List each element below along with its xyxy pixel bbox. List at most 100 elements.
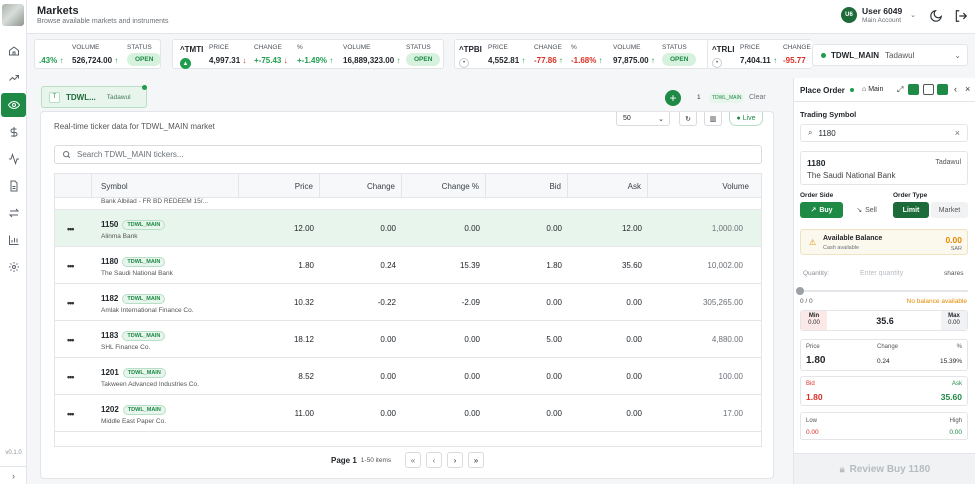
order-side-label: Order Side bbox=[800, 192, 834, 199]
table-row[interactable]: Bank Albilad - FR BD REDEEM 15/... bbox=[55, 198, 761, 210]
column-header[interactable]: Bid bbox=[486, 174, 568, 198]
column-header[interactable]: Price bbox=[239, 174, 320, 198]
low-value: 0.00 bbox=[806, 429, 819, 436]
market-chip[interactable]: T TDWL... Tadawul bbox=[41, 86, 147, 108]
activity-icon[interactable] bbox=[0, 147, 27, 171]
user-menu[interactable]: U6 User 6049 Main Account ⌄ bbox=[841, 6, 916, 24]
transfer-icon[interactable] bbox=[0, 201, 27, 225]
quantity-input[interactable]: Enter quantity bbox=[860, 270, 904, 277]
table-row[interactable]: ••• 1180 TDWL_MAIN The Saudi National Bank 1… bbox=[55, 247, 761, 284]
ticker-label: VOLUME bbox=[343, 44, 371, 51]
layout-float-icon[interactable] bbox=[937, 84, 948, 95]
row-bid: 0.00 bbox=[546, 224, 562, 233]
watchlist-bar: T TDWL... Tadawul + 1 TDWL_MAIN Clear bbox=[27, 83, 793, 111]
moon-icon[interactable] bbox=[929, 9, 943, 23]
column-header[interactable]: Volume bbox=[722, 181, 749, 191]
ticker-label: % bbox=[297, 44, 303, 51]
last-page-button[interactable]: » bbox=[468, 452, 484, 468]
app-logo[interactable] bbox=[2, 4, 24, 26]
ticker-card[interactable]: ^TRLI • PRICE 7,404.11 ↑ CHANGE -95.77 bbox=[707, 39, 812, 69]
market-selector[interactable]: TDWL_MAIN Tadawul ⌄ bbox=[812, 44, 968, 66]
selection-tag: TDWL_MAIN bbox=[709, 93, 745, 103]
no-balance-warning: No balance available bbox=[906, 298, 967, 305]
table-row[interactable]: ••• 1183 TDWL_MAIN SHL Finance Co. 18.12 0.00… bbox=[55, 321, 761, 358]
market-tag: TDWL_MAIN bbox=[122, 257, 166, 267]
review-order-button[interactable]: 🔒︎ Review Buy 1180 bbox=[794, 453, 975, 484]
columns-icon[interactable]: ▥ bbox=[704, 112, 722, 126]
column-header[interactable]: Ask bbox=[568, 174, 648, 198]
market-tag: TDWL_MAIN bbox=[122, 294, 166, 304]
buy-button[interactable]: ↗ Buy bbox=[800, 202, 843, 218]
ticker-pct: .43% bbox=[39, 56, 58, 65]
symbol-search[interactable]: ⌕ 1180 × bbox=[800, 124, 968, 142]
expand-icon[interactable]: ⤢ bbox=[897, 85, 904, 94]
max-label: Max bbox=[948, 313, 960, 319]
refresh-icon[interactable]: ↻ bbox=[679, 112, 697, 126]
add-button[interactable]: + bbox=[665, 90, 681, 106]
table-row[interactable]: ••• 1201 TDWL_MAIN Takween Advanced Industr… bbox=[55, 358, 761, 395]
symbol-search-input[interactable]: 1180 bbox=[818, 128, 836, 138]
row-volume: 100.00 bbox=[718, 372, 743, 381]
limit-button[interactable]: Limit bbox=[893, 202, 929, 218]
ticker-search[interactable]: Search TDWL_MAIN tickers... bbox=[54, 145, 762, 164]
ticker-card[interactable]: ^TMTI ▲ PRICE 4,997.31 ↓ CHANGE +-75.43 ↓ %… bbox=[172, 39, 444, 69]
order-header: Place Order ⌂ Main ⤢ ‹ × bbox=[794, 78, 975, 102]
prev-page-button[interactable]: ‹ bbox=[426, 452, 442, 468]
search-input[interactable]: Search TDWL_MAIN tickers... bbox=[77, 150, 184, 159]
table-row[interactable]: ••• 1150 TDWL_MAIN Alinma Bank 12.00 0.00 0.00… bbox=[55, 210, 761, 247]
chevron-left-icon[interactable]: ‹ bbox=[954, 84, 957, 94]
table-row[interactable]: ••• 1202 TDWL_MAIN Middle East Paper Co. 11.… bbox=[55, 395, 761, 432]
clear-icon[interactable]: × bbox=[954, 128, 960, 138]
bar-chart-icon[interactable] bbox=[0, 228, 27, 252]
ticker-card[interactable]: ^TPBI • PRICE 4,552.81 ↑ CHANGE -77.86 ↑ % -… bbox=[454, 39, 722, 69]
ticker-card[interactable]: .43% ↑ VOLUME 526,724.00 ↑ STATUS OPEN bbox=[34, 39, 162, 69]
close-icon[interactable]: × bbox=[965, 84, 971, 94]
table-row[interactable]: ••• 1182 TDWL_MAIN Amlak International Fina… bbox=[55, 284, 761, 321]
account-selector[interactable]: ⌂ Main bbox=[862, 86, 884, 93]
row-price: 11.00 bbox=[294, 409, 314, 418]
max-button[interactable]: Max 0.00 bbox=[941, 311, 967, 330]
bid-value: 1.80 bbox=[806, 392, 823, 402]
first-page-button[interactable]: « bbox=[405, 452, 421, 468]
home-icon[interactable] bbox=[0, 39, 27, 63]
live-toggle[interactable]: ● Live bbox=[729, 112, 763, 126]
market-button[interactable]: Market bbox=[931, 202, 968, 218]
row-actions-icon[interactable]: ••• bbox=[67, 372, 75, 382]
selected-symbol-card[interactable]: 1180 Tadawul The Saudi National Bank bbox=[800, 151, 968, 185]
settings-icon[interactable] bbox=[0, 255, 27, 279]
eye-icon[interactable] bbox=[1, 93, 26, 117]
row-actions-icon[interactable]: ••• bbox=[67, 409, 75, 419]
page-size-select[interactable]: 50 ⌄ bbox=[616, 112, 670, 126]
trending-icon[interactable] bbox=[0, 66, 27, 90]
row-actions-icon[interactable]: ••• bbox=[67, 298, 75, 308]
clear-button[interactable]: Clear bbox=[749, 94, 766, 101]
dollar-icon[interactable] bbox=[0, 120, 27, 144]
layout-bottom-icon[interactable] bbox=[923, 84, 934, 95]
quantity-slider[interactable] bbox=[800, 290, 968, 292]
chevron-right-icon[interactable]: › bbox=[0, 466, 27, 484]
column-header[interactable]: Symbol bbox=[92, 174, 239, 198]
ticker-label: PRICE bbox=[209, 44, 229, 51]
min-button[interactable]: Min 0.00 bbox=[801, 311, 827, 330]
sell-button[interactable]: ↘ Sell bbox=[845, 202, 888, 218]
chevron-down-icon[interactable]: ⌄ bbox=[910, 12, 917, 19]
row-change-pct: -2.09 bbox=[461, 298, 480, 307]
document-icon[interactable] bbox=[0, 174, 27, 198]
column-header[interactable]: Change % bbox=[402, 174, 486, 198]
ticker-label: VOLUME bbox=[613, 44, 641, 51]
row-actions-icon[interactable]: ••• bbox=[67, 335, 75, 345]
logout-icon[interactable] bbox=[954, 9, 968, 23]
column-header[interactable]: Change bbox=[320, 174, 402, 198]
next-page-button[interactable]: › bbox=[447, 452, 463, 468]
row-company: The Saudi National Bank bbox=[101, 270, 173, 277]
quantity-slider-handle[interactable] bbox=[796, 287, 804, 295]
ticker-label: CHANGE bbox=[534, 44, 562, 51]
table-header: Symbol Price Change Change % Bid Ask Vol… bbox=[55, 174, 761, 198]
row-actions-icon[interactable]: ••• bbox=[67, 261, 75, 271]
ticker-strip: .43% ↑ VOLUME 526,724.00 ↑ STATUS OPEN ^TM… bbox=[27, 37, 975, 71]
price-input[interactable]: 35.6 bbox=[876, 316, 894, 326]
row-volume: 4,880.00 bbox=[711, 335, 743, 344]
row-ask: 12.00 bbox=[621, 224, 642, 233]
layout-right-icon[interactable] bbox=[908, 84, 919, 95]
row-actions-icon[interactable]: ••• bbox=[67, 224, 75, 234]
